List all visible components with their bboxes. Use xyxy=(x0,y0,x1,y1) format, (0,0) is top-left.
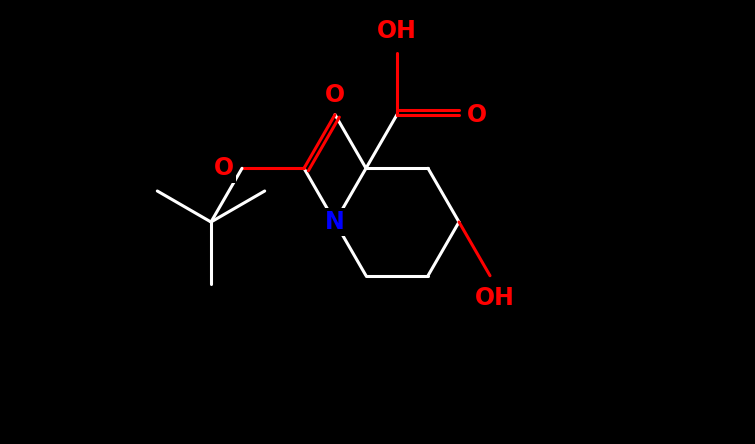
Text: OH: OH xyxy=(475,285,515,310)
Text: O: O xyxy=(214,156,234,180)
Text: O: O xyxy=(325,83,345,107)
Text: O: O xyxy=(467,103,487,127)
Text: N: N xyxy=(325,210,345,234)
Text: O: O xyxy=(214,156,234,180)
Text: OH: OH xyxy=(377,19,417,43)
